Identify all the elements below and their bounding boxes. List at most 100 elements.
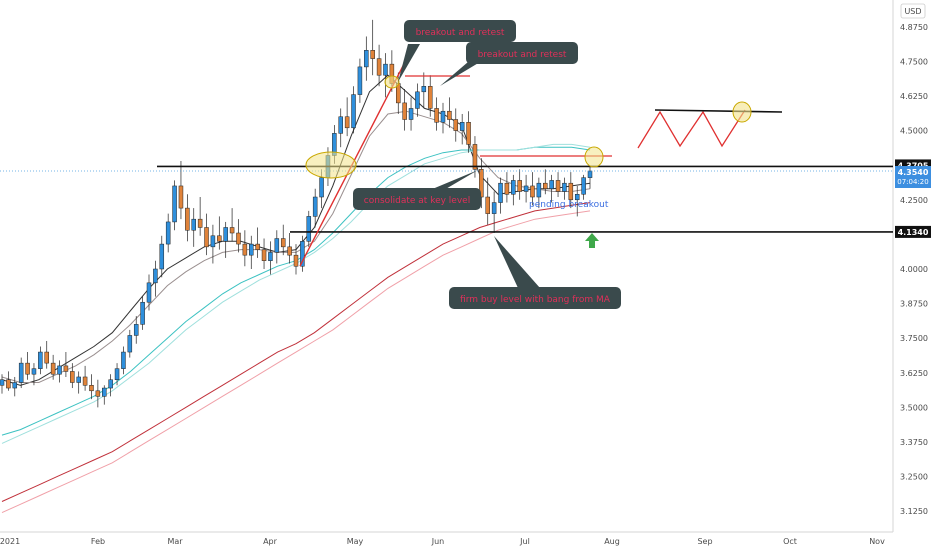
candle (229, 208, 235, 242)
candle (38, 346, 43, 375)
candle-body (210, 235, 216, 248)
candle (549, 174, 554, 203)
price-axis-ticks: 4.87504.75004.62504.50004.37504.25004.12… (900, 23, 928, 516)
candle-body (229, 227, 235, 234)
price-tag-resistance-text: 4.3705 (898, 161, 929, 170)
candle-body (530, 185, 535, 198)
candle (204, 213, 209, 256)
candle (165, 213, 171, 253)
candle (293, 244, 299, 275)
price-tag-last: 4.3540 07:04:20 (895, 165, 931, 188)
up-arrow-icon[interactable] (585, 233, 599, 248)
highlight-ellipse-breakout[interactable] (305, 151, 357, 179)
candle-body (364, 50, 369, 68)
callout-box-4[interactable] (449, 287, 621, 309)
moving-average-line (1, 202, 591, 502)
candle-body (434, 108, 439, 123)
candle (280, 224, 286, 256)
candle (530, 172, 535, 206)
candle-body (376, 58, 382, 76)
candle-body (153, 268, 158, 284)
candle (312, 188, 318, 228)
price-tick-label: 3.7500 (900, 334, 928, 343)
candle-body (306, 216, 312, 242)
candle (172, 180, 177, 231)
candle (6, 371, 11, 391)
candle (523, 174, 529, 203)
candle (498, 177, 503, 214)
candle-body (197, 218, 203, 228)
candle (587, 166, 593, 189)
candle (50, 354, 56, 380)
candle (146, 274, 152, 311)
candle-body (102, 387, 107, 397)
candle (82, 365, 88, 391)
candle (485, 177, 490, 225)
candle-body (568, 182, 574, 201)
candle (344, 97, 350, 137)
candle (453, 108, 459, 142)
candle (223, 221, 228, 258)
candle (568, 172, 574, 209)
time-tick-label: 2021 (0, 537, 20, 546)
candle-body (204, 227, 209, 248)
callout-box-3[interactable] (353, 188, 481, 210)
candle-body (280, 238, 286, 248)
candle (306, 210, 312, 247)
candle (31, 363, 37, 386)
projected-zigzag-path[interactable] (637, 109, 746, 149)
annotation-consolidate: consolidate at key level (364, 196, 470, 206)
target-level-line[interactable] (654, 109, 783, 113)
candle-body (408, 108, 414, 120)
callout-box-1[interactable] (404, 20, 516, 42)
highlight-ellipse-retest[interactable] (384, 75, 400, 89)
price-tick-label: 4.7500 (900, 57, 928, 66)
time-tick-label: Aug (604, 537, 620, 546)
candle-body (140, 301, 145, 325)
annotation-breakout-retest-1: breakout and retest (416, 28, 505, 38)
candle (140, 296, 145, 330)
candle (255, 227, 260, 258)
candle (357, 58, 363, 103)
candle (153, 260, 158, 297)
time-tick-label: Oct (783, 537, 797, 546)
price-tick-label: 4.0000 (900, 265, 928, 274)
annotation-breakout-retest-2: breakout and retest (478, 50, 567, 60)
price-tick-label: 4.6250 (900, 92, 928, 101)
candle-body (95, 390, 101, 397)
candle (287, 233, 292, 264)
candle-body (63, 365, 69, 372)
candle-body (6, 379, 11, 389)
candle (447, 97, 452, 128)
candle (427, 75, 433, 117)
candle-body (108, 379, 113, 389)
candle (434, 97, 439, 131)
candle (574, 185, 580, 217)
candle-body (159, 243, 165, 270)
candle-body (479, 169, 484, 198)
candle-body (453, 119, 459, 131)
callout-box-2[interactable] (466, 42, 578, 64)
candle (364, 36, 369, 81)
price-tag-support: 4.1340 (895, 225, 931, 238)
time-tick-label: Apr (263, 537, 278, 546)
annotation-firm-buy: firm buy level with bang from MA (460, 295, 611, 305)
candle (376, 44, 382, 87)
highlight-ellipse-pending[interactable] (584, 146, 604, 168)
candle-body (236, 232, 241, 245)
candle (261, 238, 267, 269)
time-tick-label: May (347, 537, 364, 546)
candle (517, 169, 522, 200)
candle-layer (0, 19, 593, 408)
candle-body (242, 243, 248, 256)
annotation-pending-breakout: pending breakout (529, 200, 609, 210)
candle-body (287, 246, 292, 256)
candle-body (402, 102, 407, 120)
currency-button[interactable] (900, 3, 926, 19)
candle-body (344, 116, 350, 129)
candle-body (574, 194, 580, 201)
candle-body (504, 182, 510, 195)
highlight-ellipse-target[interactable] (732, 101, 752, 123)
candle (25, 352, 30, 380)
